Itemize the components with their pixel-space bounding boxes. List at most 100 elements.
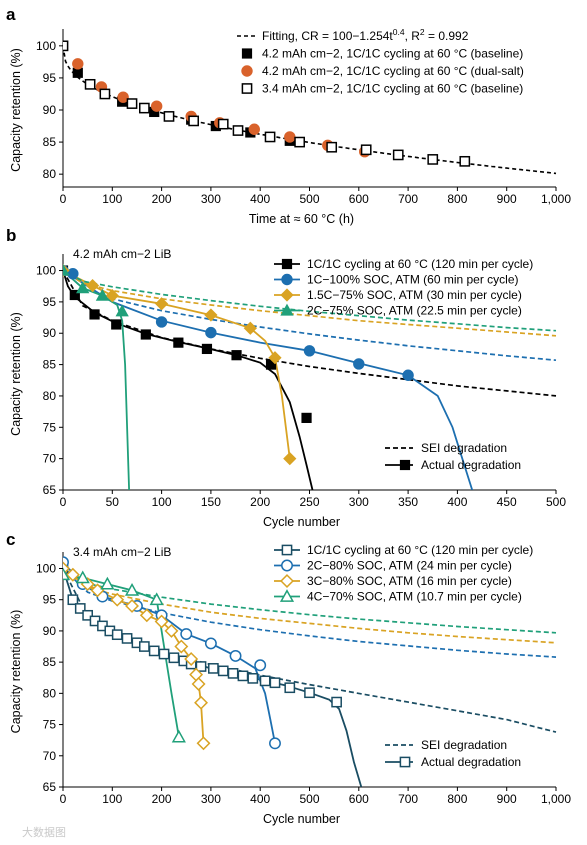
x-tick-label: 800 [447, 192, 467, 206]
data-point-0-3 [111, 319, 122, 330]
data-point-1-5 [180, 628, 193, 640]
data-point-0-16 [195, 661, 207, 672]
data-point-2-7 [283, 452, 297, 466]
data-point-1-7 [284, 131, 296, 143]
legend-marker-0 [281, 258, 293, 270]
data-point-2-5 [163, 111, 175, 122]
data-point-3-3 [115, 304, 129, 317]
style-legend-label-0: SEI degradation [421, 738, 507, 752]
legend: Fitting, CR = 100−1.254t0.4, R2 = 0.992 4… [237, 27, 524, 96]
x-tick-label: 200 [152, 192, 172, 206]
x-axis-label: Time at ≈ 60 °C (h) [249, 212, 354, 226]
x-tick-label: 1,000 [541, 792, 571, 806]
y-tick-label: 85 [43, 135, 57, 149]
data-point-2-4 [204, 308, 218, 322]
data-point-0-2 [74, 603, 86, 614]
data-point-2-15 [459, 155, 471, 167]
y-tick-label: 100 [36, 561, 56, 575]
data-point-1-6 [204, 637, 217, 650]
legend-label-2: 3.4 mAh cm−2, 1C/1C cycling at 60 °C (ba… [262, 82, 523, 96]
y-tick-label: 85 [43, 358, 57, 372]
legend-fit-label_end: = 0.992 [425, 29, 469, 43]
x-tick-label: 250 [299, 495, 319, 509]
x-tick-label: 350 [398, 495, 418, 509]
x-tick-label: 0 [60, 792, 67, 806]
x-tick-label: 100 [102, 192, 122, 206]
data-point-1-8 [254, 659, 267, 672]
legend-marker-0 [281, 544, 293, 556]
data-point-3-1 [76, 281, 90, 294]
data-point-0-25 [304, 687, 315, 699]
data-point-0-13 [168, 652, 180, 664]
panel-label-b: b [6, 226, 16, 245]
data-point-0-4 [140, 329, 151, 340]
sei-curve-1 [63, 567, 557, 658]
watermark: 大数据图 [22, 825, 66, 839]
x-tick-label: 500 [299, 792, 319, 806]
data-point-0-26 [331, 696, 342, 708]
data-point-0-17 [208, 663, 219, 674]
actual-curve-0 [63, 270, 314, 490]
data-point-0-19 [227, 668, 239, 679]
legend-label-0: 1C/1C cycling at 60 °C (120 min per cycl… [307, 543, 533, 557]
data-point-3-3 [124, 582, 140, 596]
style-legend-label-1: Actual degradation [421, 458, 521, 472]
y-tick-label: 80 [43, 686, 57, 700]
legend-marker-1 [281, 273, 293, 286]
x-tick-label: 100 [152, 495, 172, 509]
data-point-0-3 [82, 609, 94, 621]
data-point-3-0 [63, 567, 71, 581]
legend-fit-label: Fitting, CR = 100−1.254t0.4, R2 = 0.992 [262, 27, 469, 43]
legend-fit-label: Fitting, CR = 100−1.254t [262, 29, 393, 43]
y-tick-label: 80 [43, 167, 57, 181]
data-point-0-1 [72, 67, 83, 78]
data-point-2-7 [217, 118, 229, 130]
data-point-0-22 [259, 675, 271, 687]
x-tick-label: 600 [349, 792, 369, 806]
data-point-0-20 [237, 670, 249, 682]
x-tick-label: 700 [398, 792, 418, 806]
legend-fit-label_exp2: 2 [420, 27, 425, 37]
data-point-1-2 [155, 316, 168, 328]
legend-label-1: 4.2 mAh cm−2, 1C/1C cycling at 60 °C (du… [262, 64, 524, 78]
legend-label-0: 1C/1C cycling at 60 °C (120 min per cycl… [307, 257, 533, 271]
plot-area [63, 556, 557, 787]
y-tick-label: 90 [43, 103, 57, 117]
y-axis-label: Capacity retention (%) [9, 610, 23, 734]
x-axis-label: Cycle number [263, 812, 340, 826]
data-point-2-3 [126, 98, 138, 109]
panel-annotation: 3.4 mAh cm−2 LiB [73, 545, 171, 559]
y-tick-label: 65 [43, 483, 57, 497]
legend-marker-0 [241, 48, 253, 59]
legend-fit-label_tail: , R [405, 29, 421, 43]
legend-marker-1 [241, 65, 253, 77]
data-point-2-1 [84, 78, 96, 90]
legend-marker-3 [280, 303, 294, 316]
data-point-0-23 [269, 677, 281, 689]
legend-marker-3 [279, 589, 295, 602]
data-point-3-0 [63, 263, 70, 276]
data-point-2-1 [85, 278, 100, 293]
legend-label-2: 3C−80% SOC, ATM (16 min per cycle) [307, 574, 512, 588]
y-tick-label: 95 [43, 593, 57, 607]
panel-a: a 0 100 200 300 400 500 600 700 800 900 1,000 80 85 90… [6, 5, 571, 226]
x-tick-label: 600 [349, 192, 369, 206]
x-tick-label: 400 [250, 192, 270, 206]
data-point-1-3 [150, 100, 163, 112]
data-point-0-9 [301, 412, 312, 423]
data-point-2-14 [196, 736, 211, 751]
legend: 1C/1C cycling at 60 °C (120 min per cycl… [274, 543, 533, 769]
sei-curve-2 [63, 567, 557, 644]
legend-label-1: 2C−80% SOC, ATM (24 min per cycle) [307, 559, 512, 573]
data-point-0-7 [111, 629, 123, 641]
x-axis-label: Cycle number [263, 515, 340, 529]
panel-label-c: c [6, 530, 15, 549]
data-point-2-4 [110, 592, 125, 607]
panel-c: c 0 100 200 300 400 500 600 700 800 900 1,000 65 70 75… [6, 530, 571, 826]
data-point-2-14 [427, 154, 439, 165]
style-legend-label-0: SEI degradation [421, 441, 507, 455]
data-point-2-12 [360, 144, 372, 156]
y-tick-label: 70 [43, 749, 57, 763]
legend-marker-2 [280, 574, 294, 588]
legend-label-3: 4C−70% SOC, ATM (10.7 min per cycle) [307, 590, 522, 604]
